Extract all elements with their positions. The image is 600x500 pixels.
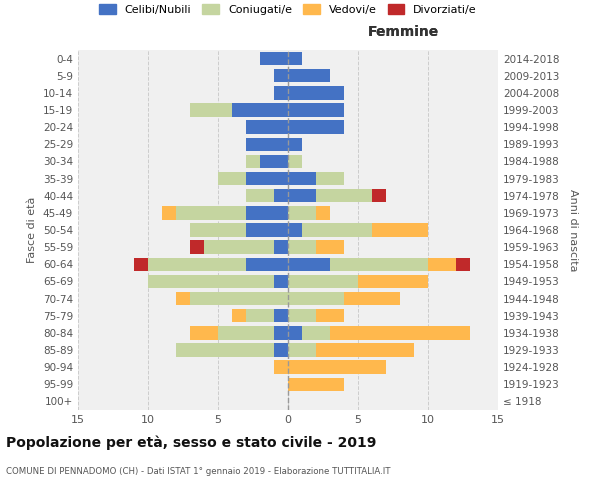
Bar <box>330 326 470 340</box>
Text: Femmine: Femmine <box>368 25 439 39</box>
Y-axis label: Anni di nascita: Anni di nascita <box>568 188 578 271</box>
Bar <box>274 326 288 340</box>
Bar <box>260 154 288 168</box>
Bar <box>274 360 288 374</box>
Bar <box>176 344 274 356</box>
Bar <box>246 258 288 271</box>
Bar <box>274 69 288 82</box>
Bar <box>344 292 400 306</box>
Text: COMUNE DI PENNADOMO (CH) - Dati ISTAT 1° gennaio 2019 - Elaborazione TUTTITALIA.: COMUNE DI PENNADOMO (CH) - Dati ISTAT 1°… <box>6 468 391 476</box>
Bar <box>190 104 232 117</box>
Text: Popolazione per età, sesso e stato civile - 2019: Popolazione per età, sesso e stato civil… <box>6 435 376 450</box>
Bar <box>288 258 330 271</box>
Bar <box>274 189 288 202</box>
Bar <box>330 258 428 271</box>
Bar <box>274 240 288 254</box>
Bar <box>176 206 246 220</box>
Bar <box>288 172 316 186</box>
Bar <box>288 326 302 340</box>
Bar <box>274 86 288 100</box>
Bar <box>372 189 386 202</box>
Bar <box>246 206 288 220</box>
Bar <box>288 344 316 356</box>
Bar <box>190 326 218 340</box>
Bar <box>260 52 288 66</box>
Bar <box>274 309 288 322</box>
Bar <box>288 206 316 220</box>
Bar <box>288 378 344 391</box>
Bar <box>316 240 344 254</box>
Bar <box>302 326 330 340</box>
Bar <box>456 258 470 271</box>
Bar <box>428 258 456 271</box>
Bar <box>316 172 344 186</box>
Bar <box>288 69 330 82</box>
Bar <box>190 292 288 306</box>
Bar <box>372 224 428 236</box>
Bar <box>302 224 372 236</box>
Bar <box>288 120 344 134</box>
Bar <box>246 154 260 168</box>
Bar <box>246 189 274 202</box>
Bar <box>218 172 246 186</box>
Y-axis label: Fasce di età: Fasce di età <box>28 197 37 263</box>
Bar <box>316 344 414 356</box>
Bar <box>246 224 288 236</box>
Bar <box>288 309 316 322</box>
Bar <box>176 292 190 306</box>
Bar <box>288 154 302 168</box>
Bar <box>204 240 274 254</box>
Bar <box>246 120 288 134</box>
Bar <box>288 52 302 66</box>
Bar <box>274 274 288 288</box>
Bar <box>148 258 246 271</box>
Bar <box>316 189 372 202</box>
Bar <box>232 104 288 117</box>
Bar <box>316 206 330 220</box>
Bar <box>246 138 288 151</box>
Bar <box>190 240 204 254</box>
Bar <box>288 189 316 202</box>
Bar <box>288 224 302 236</box>
Bar <box>288 292 344 306</box>
Bar <box>358 274 428 288</box>
Bar <box>274 344 288 356</box>
Bar <box>288 104 344 117</box>
Bar <box>218 326 274 340</box>
Bar <box>134 258 148 271</box>
Bar <box>288 240 316 254</box>
Bar <box>288 86 344 100</box>
Bar <box>246 172 288 186</box>
Bar <box>288 138 302 151</box>
Text: Femmine: Femmine <box>368 25 439 39</box>
Bar <box>288 360 386 374</box>
Bar <box>246 309 274 322</box>
Bar <box>148 274 274 288</box>
Bar <box>288 274 358 288</box>
Legend: Celibi/Nubili, Coniugati/e, Vedovi/e, Divorziati/e: Celibi/Nubili, Coniugati/e, Vedovi/e, Di… <box>95 0 481 19</box>
Bar <box>316 309 344 322</box>
Bar <box>162 206 176 220</box>
Bar <box>232 309 246 322</box>
Bar <box>190 224 246 236</box>
